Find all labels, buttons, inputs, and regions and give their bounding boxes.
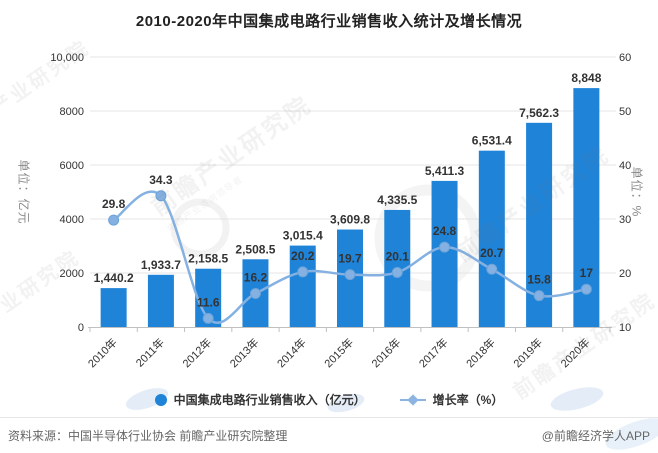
chart-title: 2010-2020年中国集成电路行业销售收入统计及增长情况 xyxy=(135,13,523,30)
right-axis-tick: 10 xyxy=(619,322,631,334)
x-axis-label: 2017年 xyxy=(416,335,451,370)
legend: 中国集成电路行业销售收入（亿元） 增长率（%） xyxy=(0,391,658,408)
bar-label: 7,562.3 xyxy=(519,106,559,120)
x-axis-label: 2012年 xyxy=(179,335,214,370)
bar-2010年 xyxy=(100,288,127,327)
line-label: 34.3 xyxy=(149,173,173,187)
bar-label: 1,933.7 xyxy=(141,258,181,272)
logo-watermark xyxy=(550,387,604,411)
bar-2017年 xyxy=(431,180,458,327)
right-axis-tick: 60 xyxy=(619,52,631,64)
point-2017年 xyxy=(439,241,451,253)
x-axis: 2010年 2011年 2012年 2013年 2014年 2015年 2016年 2017年… xyxy=(85,327,612,370)
line-label: 17 xyxy=(580,266,594,280)
point-2018年 xyxy=(486,263,498,275)
bar-label: 6,531.4 xyxy=(472,134,512,148)
left-axis-tick: 8000 xyxy=(60,106,84,118)
logo-watermark xyxy=(605,418,658,450)
bar-2018年 xyxy=(478,150,505,327)
x-axis-label: 2015年 xyxy=(321,335,356,370)
line-label: 20.1 xyxy=(386,249,410,263)
right-axis-tick: 30 xyxy=(619,214,631,226)
legend-label-growth: 增长率（%） xyxy=(432,393,504,407)
bar-series: 1,440.2 1,933.7 2,158.5 2,508.5 3,015.4 3,609… xyxy=(94,71,602,327)
bar-series-marker-icon xyxy=(154,393,167,406)
line-series: 29.8 34.3 11.6 16.2 20.2 19.7 20.1 24.8 20.7 15.8… xyxy=(102,173,593,324)
line-label: 11.6 xyxy=(197,295,220,309)
right-axis-tick: 50 xyxy=(619,106,631,118)
point-2012年 xyxy=(202,312,214,324)
x-axis-label: 2016年 xyxy=(368,335,403,370)
x-axis-label: 2019年 xyxy=(510,335,545,370)
bar-label: 2,158.5 xyxy=(188,252,228,266)
legend-label-revenue: 中国集成电路行业销售收入（亿元） xyxy=(173,393,366,407)
legend-item-revenue: 中国集成电路行业销售收入（亿元） xyxy=(154,391,366,408)
point-2020年 xyxy=(580,283,592,295)
bar-label: 5,411.3 xyxy=(425,164,465,178)
point-2013年 xyxy=(249,288,261,300)
x-axis-label: 2020年 xyxy=(557,335,592,370)
right-axis-tick: 40 xyxy=(619,160,631,172)
credit-note: @前瞻经济学人APP xyxy=(541,429,650,443)
line-label: 29.8 xyxy=(102,197,126,211)
point-2010年 xyxy=(108,214,120,226)
bar-label: 8,848 xyxy=(571,71,601,85)
left-axis-tick: 10,000 xyxy=(50,52,84,64)
line-series-marker-icon xyxy=(399,393,426,406)
x-axis-label: 2010年 xyxy=(85,335,120,370)
line-label: 16.2 xyxy=(244,271,268,285)
logo-watermark xyxy=(170,198,230,258)
left-axis-tick: 6000 xyxy=(60,160,84,172)
left-axis-tick: 4000 xyxy=(60,214,84,226)
line-label: 24.8 xyxy=(433,224,457,238)
right-axis-title: 单位：% xyxy=(629,166,644,218)
point-2019年 xyxy=(533,290,545,302)
left-axis-title: 单位：亿元 xyxy=(16,159,31,225)
right-axis-tick: 20 xyxy=(619,268,631,280)
line-label: 20.2 xyxy=(291,249,315,263)
bar-label: 4,335.5 xyxy=(377,193,417,207)
bar-label: 2,508.5 xyxy=(235,242,275,256)
x-axis-label: 2013年 xyxy=(227,335,262,370)
left-axis-tick: 0 xyxy=(78,322,84,334)
left-axis-tick: 2000 xyxy=(60,268,84,280)
point-2016年 xyxy=(391,266,403,278)
point-2015年 xyxy=(344,269,356,281)
legend-item-growth: 增长率（%） xyxy=(399,391,504,408)
x-axis-label: 2011年 xyxy=(133,335,167,369)
source-note: 资料来源：中国半导体行业协会 前瞻产业研究院整理 xyxy=(8,429,288,443)
bar-label: 1,440.2 xyxy=(94,271,134,285)
x-axis-label: 2014年 xyxy=(274,335,309,370)
logo-watermark xyxy=(374,184,482,292)
line-label: 20.7 xyxy=(480,246,504,260)
line-label: 19.7 xyxy=(338,252,362,266)
x-axis-label: 2018年 xyxy=(463,335,498,370)
footer: 资料来源：中国半导体行业协会 前瞻产业研究院整理 @前瞻经济学人APP xyxy=(0,417,658,453)
logo-watermark xyxy=(327,393,365,413)
point-2011年 xyxy=(155,190,167,202)
line-label: 15.8 xyxy=(527,273,551,287)
bar-label: 3,015.4 xyxy=(283,229,323,243)
bar-label: 3,609.8 xyxy=(330,213,370,227)
bar-2011年 xyxy=(147,274,174,327)
point-2014年 xyxy=(297,266,309,278)
bar-2014年 xyxy=(289,245,316,327)
